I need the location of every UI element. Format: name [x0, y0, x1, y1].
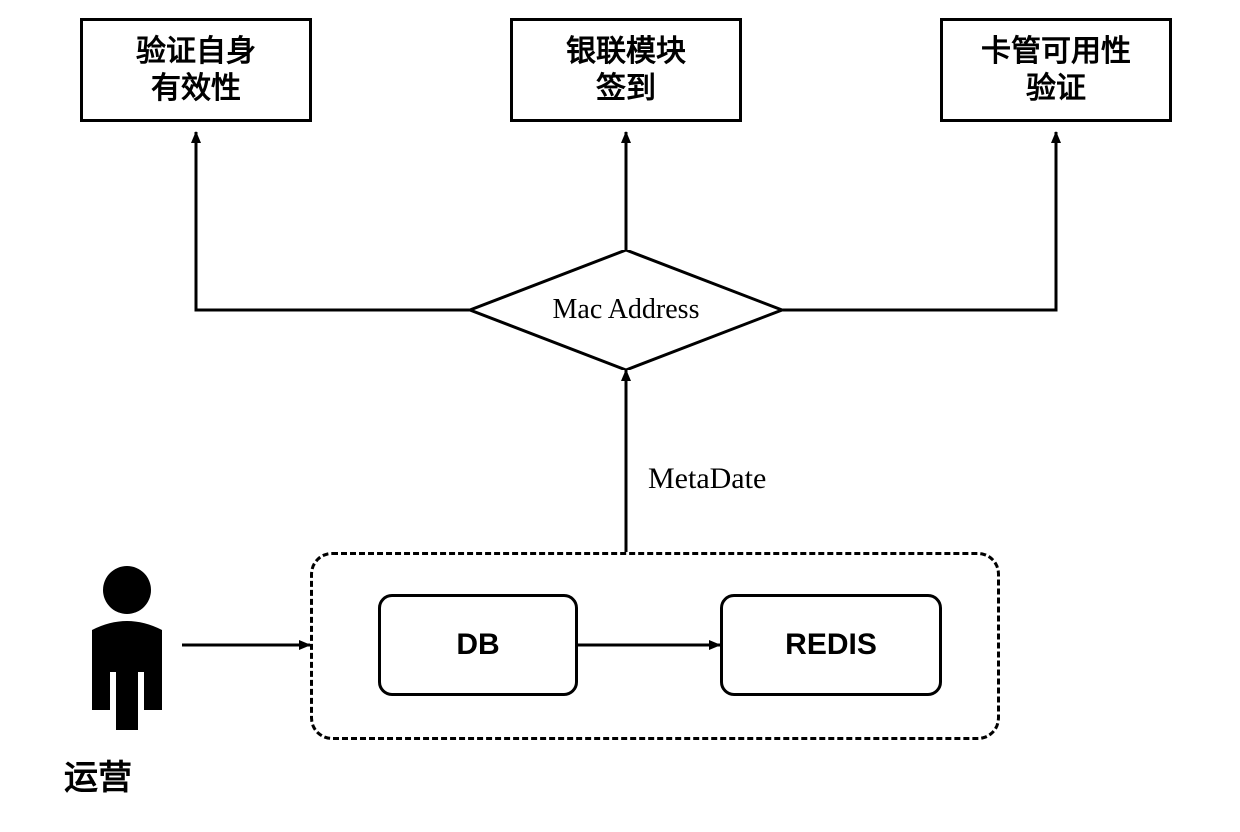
- redis-box: REDIS: [720, 594, 942, 696]
- diamond-mac-address: Mac Address: [470, 250, 782, 370]
- box-unionpay-signin: 银联模块 签到: [510, 18, 742, 122]
- box-card-mgmt: 卡管可用性 验证: [940, 18, 1172, 122]
- redis-label: REDIS: [785, 628, 877, 662]
- metadate-label: MetaDate: [648, 462, 766, 496]
- actor-icon: [72, 560, 182, 730]
- diamond-label: Mac Address: [553, 294, 700, 326]
- box-unionpay-line1: 银联模块: [566, 35, 686, 68]
- db-box: DB: [378, 594, 578, 696]
- db-label: DB: [456, 628, 499, 662]
- edge-diamond-to-left: [196, 132, 470, 310]
- box-verify-self-line2: 有效性: [151, 72, 241, 105]
- diagram-canvas: 验证自身 有效性 银联模块 签到 卡管可用性 验证 Mac Address DB…: [0, 0, 1240, 832]
- box-card-mgmt-line2: 验证: [1026, 72, 1086, 105]
- edge-diamond-to-right: [782, 132, 1056, 310]
- box-unionpay-line2: 签到: [596, 72, 656, 105]
- actor-label: 运营: [64, 750, 132, 799]
- box-card-mgmt-line1: 卡管可用性: [981, 35, 1131, 68]
- box-verify-self-line1: 验证自身: [136, 35, 256, 68]
- box-verify-self: 验证自身 有效性: [80, 18, 312, 122]
